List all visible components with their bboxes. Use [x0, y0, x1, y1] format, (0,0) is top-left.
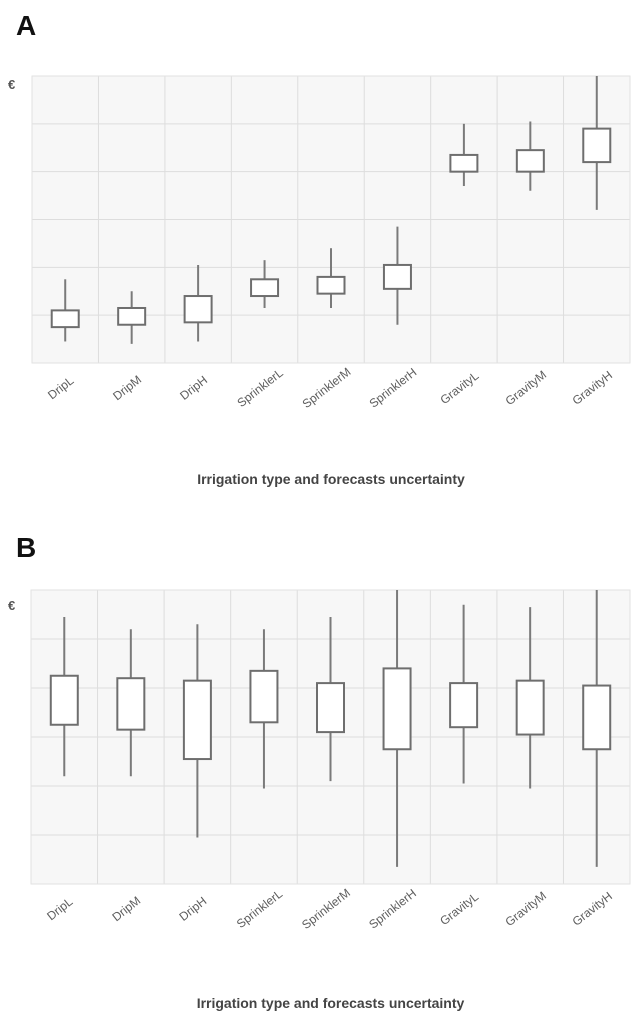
x-tick-label-gravitym: GravityM: [502, 889, 548, 930]
box-sprinklerl: [250, 278, 280, 298]
box-plot-sprinklerl: [250, 260, 280, 308]
box-sprinklerh: [382, 667, 412, 751]
box-plot-sprinklerh: [382, 226, 412, 325]
box-dripl: [49, 674, 79, 726]
box-gravityh: [582, 684, 612, 751]
box-gravityl: [449, 682, 479, 729]
chart-panel-a: € DripL DripM DripH SprinklerL SprinklerM Spr…: [8, 75, 631, 487]
box-plot-gravitym: [515, 607, 545, 789]
box-plot-sprinklerl: [249, 629, 279, 789]
box-sprinklerh: [382, 263, 412, 290]
x-tick-label-gravitym: GravityM: [503, 368, 549, 409]
box-plot-sprinklerh: [382, 590, 412, 867]
x-tick-label-sprinklerh: SprinklerH: [367, 365, 420, 411]
x-tick-label-sprinklerl: SprinklerL: [234, 887, 285, 931]
box-plot-gravitym: [515, 121, 545, 191]
box-dripl: [50, 309, 80, 329]
box-gravitym: [515, 679, 545, 736]
y-unit-label-a: €: [8, 77, 15, 92]
x-tick-label-dripl: DripL: [45, 373, 76, 402]
box-gravityl: [449, 153, 479, 173]
box-dripm: [117, 306, 147, 326]
x-tick-label-sprinklerm: SprinklerM: [299, 886, 353, 932]
panel-b-label: B: [16, 532, 36, 563]
x-tick-label-gravityh: GravityH: [570, 368, 615, 408]
x-tick-label-dripm: DripM: [110, 372, 144, 403]
x-tick-label-gravityh: GravityH: [570, 889, 615, 929]
box-plot-sprinklerm: [316, 616, 345, 782]
box-sprinklerm: [316, 275, 346, 295]
box-plot-driph: [182, 624, 212, 838]
y-unit-label-b: €: [8, 598, 15, 613]
plot-frame-b: [30, 589, 631, 885]
x-axis-title-a: Irrigation type and forecasts uncertaint…: [197, 471, 465, 487]
tick-labels-b: DripL DripM DripH SprinklerL SprinklerM Sprin…: [44, 886, 615, 932]
box-driph: [182, 679, 212, 761]
tick-labels-a: DripL DripM DripH SprinklerL SprinklerM Sprin…: [45, 365, 615, 411]
box-plot-gravityl: [449, 123, 479, 187]
box-marks-b: [49, 590, 612, 867]
x-tick-label-sprinklerh: SprinklerH: [366, 886, 419, 932]
x-axis-title-b: Irrigation type and forecasts uncertaint…: [197, 995, 465, 1011]
x-tick-label-dripm: DripM: [109, 893, 143, 924]
x-tick-label-sprinklerl: SprinklerL: [234, 366, 285, 410]
x-tick-label-driph: DripH: [177, 373, 210, 403]
box-gravitym: [515, 149, 545, 173]
box-sprinklerl: [249, 669, 279, 724]
chart-panel-b: € DripL DripM DripH SprinklerL SprinklerM Spr…: [8, 589, 631, 1011]
box-plot-gravityh: [582, 590, 612, 867]
box-dripm: [116, 677, 146, 731]
box-plot-dripm: [116, 629, 146, 777]
box-plot-dripm: [117, 291, 147, 344]
plot-frame-a: [31, 75, 631, 364]
x-tick-label-driph: DripH: [177, 894, 210, 924]
x-tick-label-sprinklerm: SprinklerM: [300, 365, 354, 411]
x-tick-label-dripl: DripL: [44, 894, 75, 923]
box-plot-gravityh: [582, 76, 612, 210]
box-plot-dripl: [49, 616, 79, 777]
box-plot-gravityl: [449, 604, 479, 784]
x-tick-label-gravityl: GravityL: [437, 889, 481, 928]
box-plot-driph: [183, 264, 213, 342]
box-sprinklerm: [316, 682, 345, 734]
box-plot-dripl: [50, 279, 80, 342]
box-plot-sprinklerm: [316, 248, 346, 308]
box-gravityh: [582, 127, 612, 164]
box-marks-a: [50, 76, 612, 344]
box-driph: [183, 295, 213, 324]
panel-a-label: A: [16, 10, 36, 41]
x-tick-label-gravityl: GravityL: [438, 368, 482, 407]
